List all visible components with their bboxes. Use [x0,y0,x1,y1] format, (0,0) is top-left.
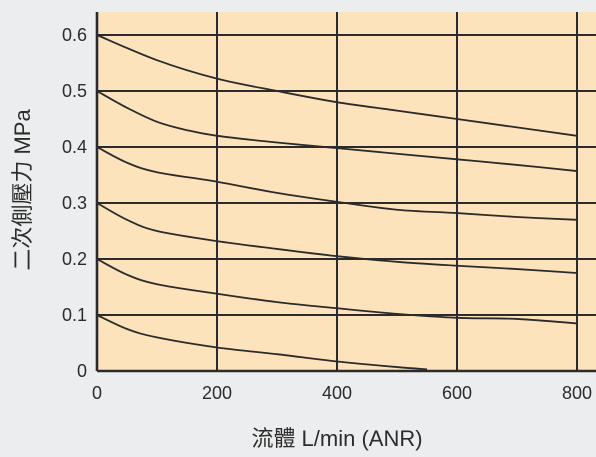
y-tick-label: 0.6 [62,25,87,45]
x-tick-label: 600 [442,383,472,403]
x-tick-label: 800 [562,383,592,403]
curve-5 [96,258,578,325]
curve-6 [96,314,428,371]
curve-3 [96,146,578,221]
curve-4 [96,202,578,274]
y-axis-title: 二次側壓力 MPa [10,109,35,271]
x-tick-label: 0 [92,383,102,403]
x-tick-label: 200 [202,383,232,403]
curve-2 [96,90,578,172]
plot-area [97,12,596,371]
curve-1 [96,34,578,137]
y-tick-label: 0.1 [62,305,87,325]
y-tick-label: 0.3 [62,193,87,213]
grid [95,12,596,373]
y-tick-label: 0.4 [62,137,87,157]
y-tick-label: 0 [77,361,87,381]
x-axis-title: 流體 L/min (ANR) [251,426,422,451]
tick-labels: 0 200 400 600 800 0 0.1 0.2 0.3 0.4 0.5 0.6 [62,25,592,403]
y-tick-label: 0.5 [62,81,87,101]
x-tick-label: 400 [322,383,352,403]
y-tick-label: 0.2 [62,249,87,269]
curves [96,34,578,371]
